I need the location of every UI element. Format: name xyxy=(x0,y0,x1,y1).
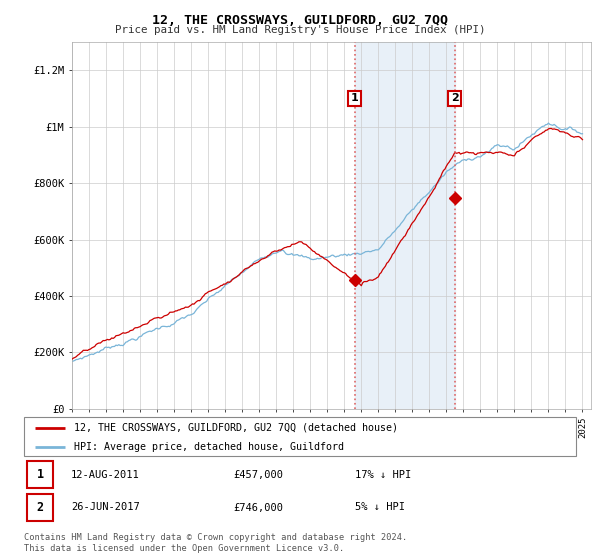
Text: 2: 2 xyxy=(451,94,458,104)
Text: 12-AUG-2011: 12-AUG-2011 xyxy=(71,470,140,479)
Text: Price paid vs. HM Land Registry's House Price Index (HPI): Price paid vs. HM Land Registry's House … xyxy=(115,25,485,35)
Text: 12, THE CROSSWAYS, GUILDFORD, GU2 7QQ (detached house): 12, THE CROSSWAYS, GUILDFORD, GU2 7QQ (d… xyxy=(74,423,398,433)
FancyBboxPatch shape xyxy=(27,461,53,488)
Text: HPI: Average price, detached house, Guildford: HPI: Average price, detached house, Guil… xyxy=(74,442,344,451)
FancyBboxPatch shape xyxy=(24,417,576,456)
Text: 1: 1 xyxy=(351,94,359,104)
Text: £746,000: £746,000 xyxy=(234,502,284,512)
Text: 26-JUN-2017: 26-JUN-2017 xyxy=(71,502,140,512)
Text: 1: 1 xyxy=(37,468,44,481)
Bar xyxy=(355,42,455,409)
Text: Contains HM Land Registry data © Crown copyright and database right 2024.
This d: Contains HM Land Registry data © Crown c… xyxy=(24,533,407,553)
Text: £457,000: £457,000 xyxy=(234,470,284,479)
Text: 12, THE CROSSWAYS, GUILDFORD, GU2 7QQ: 12, THE CROSSWAYS, GUILDFORD, GU2 7QQ xyxy=(152,14,448,27)
Text: 5% ↓ HPI: 5% ↓ HPI xyxy=(355,502,405,512)
Text: 2: 2 xyxy=(37,501,44,514)
FancyBboxPatch shape xyxy=(27,494,53,521)
Text: 17% ↓ HPI: 17% ↓ HPI xyxy=(355,470,412,479)
